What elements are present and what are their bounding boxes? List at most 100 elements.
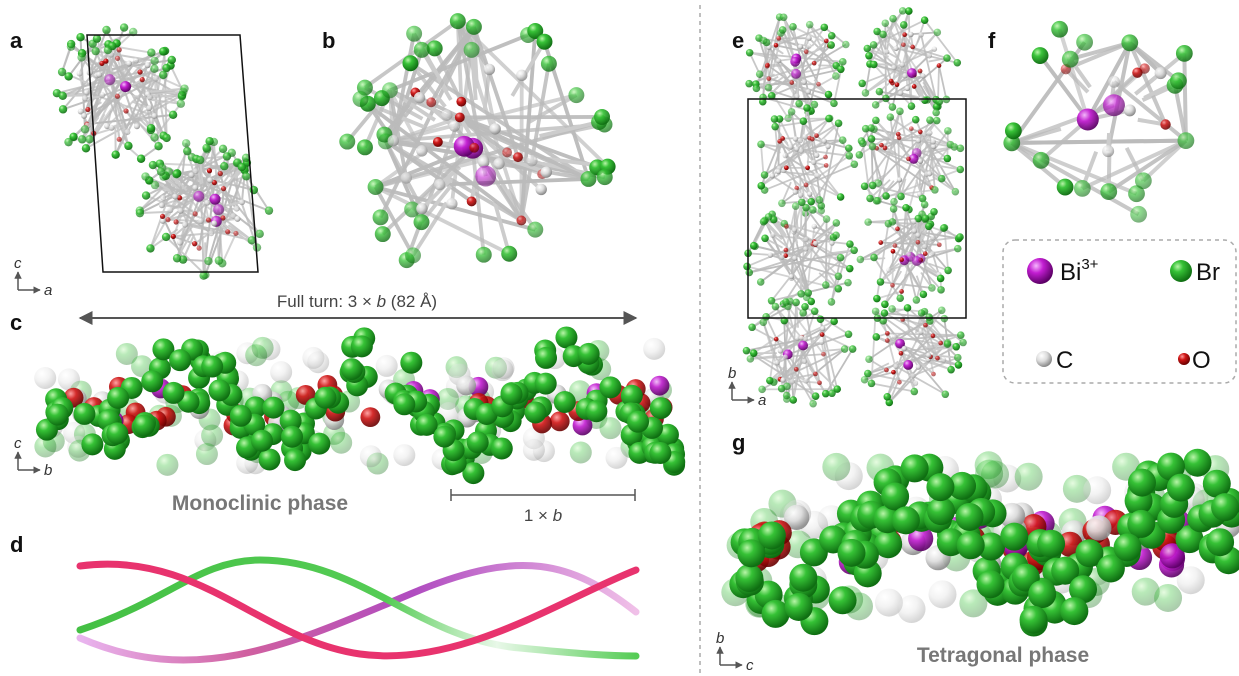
- atom: [870, 253, 878, 262]
- atom: [150, 180, 160, 190]
- bond: [920, 34, 937, 100]
- atom: [252, 243, 262, 252]
- atom: [789, 22, 797, 31]
- bond: [456, 19, 609, 168]
- bond: [867, 354, 929, 375]
- atom: [359, 445, 382, 468]
- atom: [928, 284, 936, 292]
- atom: [901, 42, 906, 48]
- bond: [932, 175, 956, 193]
- atom: [797, 192, 804, 198]
- bond: [864, 78, 889, 94]
- atom: [802, 336, 808, 342]
- atom: [783, 382, 791, 391]
- panel-label: d: [10, 532, 23, 557]
- atom: [896, 294, 905, 302]
- atom: [493, 158, 505, 170]
- bond: [800, 139, 843, 152]
- atom: [837, 538, 866, 567]
- atom: [500, 383, 523, 406]
- atom: [114, 55, 121, 61]
- atom: [902, 32, 908, 38]
- atom: [404, 201, 421, 218]
- atom: [170, 233, 176, 240]
- atom: [360, 407, 381, 428]
- bond: [373, 186, 415, 257]
- atom: [758, 97, 767, 106]
- atom: [867, 124, 875, 132]
- phase-label: Monoclinic phase: [172, 492, 348, 515]
- atom: [247, 236, 256, 245]
- bond: [764, 150, 802, 176]
- bond: [872, 184, 923, 200]
- bond: [139, 210, 173, 215]
- bond: [223, 201, 243, 208]
- atom: [1073, 180, 1091, 197]
- atom: [801, 302, 809, 311]
- atom: [806, 43, 812, 49]
- axis-label: b: [44, 462, 52, 479]
- atom: [840, 345, 849, 353]
- axis-label: a: [44, 282, 52, 299]
- panel-label: f: [988, 28, 996, 53]
- atom: [777, 139, 783, 144]
- atom: [448, 120, 461, 132]
- atom: [238, 199, 245, 206]
- atom: [218, 144, 228, 154]
- atom: [828, 389, 836, 398]
- atom: [886, 267, 892, 273]
- atom: [917, 68, 923, 74]
- bond: [219, 220, 237, 235]
- atom: [865, 52, 873, 60]
- atom: [205, 137, 214, 146]
- atom: [568, 87, 585, 104]
- atom: [799, 309, 807, 317]
- atom: [813, 371, 818, 377]
- scale-label: 1 × b: [524, 506, 562, 525]
- bond: [864, 371, 894, 381]
- atom: [937, 174, 946, 183]
- bond: [458, 115, 543, 191]
- atom: [791, 68, 802, 79]
- atom: [160, 194, 167, 201]
- atom: [819, 332, 825, 337]
- atom: [217, 171, 223, 177]
- atom: [1177, 132, 1195, 150]
- atom: [146, 105, 153, 112]
- atom: [516, 69, 528, 82]
- atom: [883, 393, 892, 401]
- bond: [88, 52, 153, 140]
- atom: [64, 72, 73, 81]
- atom: [825, 114, 833, 123]
- atom: [776, 36, 782, 41]
- atom: [262, 396, 285, 419]
- atom: [897, 192, 905, 201]
- atom: [822, 452, 851, 481]
- bond: [472, 26, 520, 158]
- atom: [879, 30, 887, 39]
- bond: [779, 320, 835, 380]
- atom: [929, 250, 936, 257]
- atom: [927, 130, 933, 136]
- atom: [959, 338, 967, 347]
- atom: [126, 60, 133, 67]
- bond: [866, 47, 906, 77]
- atom: [133, 57, 140, 64]
- atom: [917, 309, 926, 317]
- atom: [771, 122, 779, 131]
- bond: [913, 74, 937, 114]
- bond: [920, 312, 939, 359]
- atom: [141, 172, 150, 181]
- atom: [930, 143, 937, 150]
- atom: [769, 173, 775, 179]
- atom: [569, 441, 592, 464]
- atom: [150, 133, 159, 142]
- atom: [784, 224, 789, 229]
- atom: [1102, 94, 1125, 117]
- atom: [947, 365, 955, 374]
- bond: [221, 233, 237, 264]
- atom: [381, 82, 398, 99]
- atom: [798, 340, 809, 351]
- atom: [874, 196, 882, 205]
- atom: [222, 152, 232, 161]
